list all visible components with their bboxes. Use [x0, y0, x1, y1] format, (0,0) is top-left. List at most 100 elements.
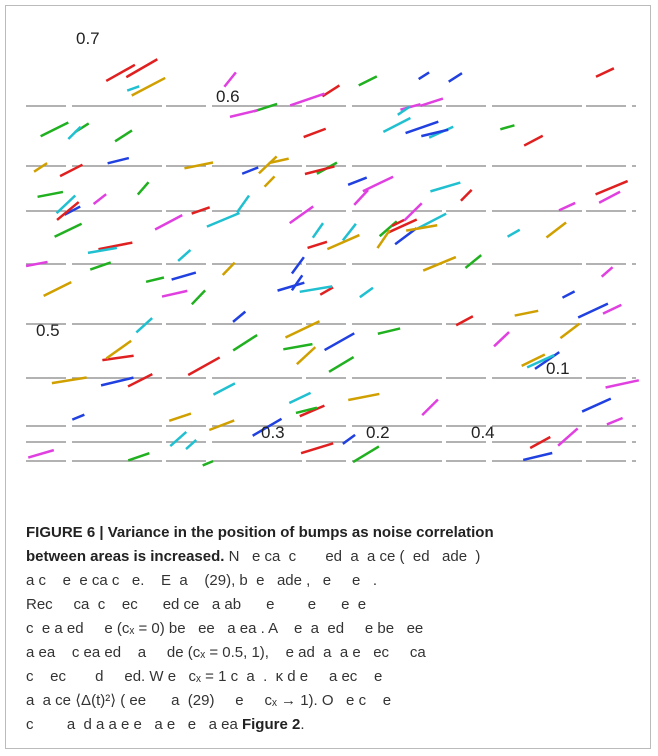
garble-stroke: [558, 428, 578, 445]
caption-text: c a d a a e e a e e a ea Figure 2.: [26, 715, 304, 735]
garble-stroke: [94, 194, 107, 204]
garble-stroke: [599, 192, 620, 203]
garble-stroke: [41, 122, 69, 136]
garble-stroke: [203, 461, 213, 465]
garble-stroke: [230, 110, 257, 116]
figure-ref[interactable]: Figure 2: [238, 716, 301, 733]
garble-stroke: [192, 290, 205, 304]
garble-stroke: [138, 182, 149, 194]
garble-stroke: [55, 224, 82, 237]
garble-stroke: [524, 136, 543, 146]
garble-stroke: [406, 122, 439, 133]
caption-label: between areas is increased.: [26, 548, 224, 565]
garble-stroke: [430, 183, 460, 192]
garble-stroke: [562, 291, 574, 297]
garble-stroke: [348, 178, 367, 185]
garble-stroke: [578, 304, 608, 318]
garble-stroke: [28, 450, 54, 457]
garble-stroke: [329, 357, 354, 372]
garble-stroke: [169, 414, 191, 421]
caption-text: Rec ca c ec ed ce a ab e e e e: [26, 595, 366, 615]
garble-stroke: [233, 312, 245, 322]
garble-stroke: [596, 181, 628, 194]
garble-stroke: [101, 378, 133, 386]
axis-fragment: 0.1: [546, 359, 570, 378]
garble-stroke: [378, 328, 400, 333]
garble-stroke: [348, 394, 379, 400]
garble-stroke: [560, 324, 579, 338]
caption-text: N e ca c ed a a ce ( ed ade ): [229, 548, 481, 565]
garble-stroke: [290, 94, 324, 106]
caption-text: a c e e ca c e. E a (29), b e ade , e e …: [26, 572, 377, 589]
garble-stroke: [603, 305, 621, 314]
garble-stroke: [265, 176, 275, 186]
caption-text: c ec d ed. W e cₓ = 1 c a . κ d e a ec e: [26, 667, 382, 687]
caption-text: a ea c ea ed a de (cₓ = 0.5, 1), e ad a …: [26, 644, 426, 661]
garble-stroke: [404, 203, 421, 220]
garble-stroke: [290, 206, 313, 223]
garble-stroke: [283, 344, 312, 349]
garble-stroke: [515, 311, 539, 316]
garble-stroke: [422, 400, 438, 416]
garble-stroke: [136, 318, 152, 332]
garble-stroke: [128, 453, 149, 460]
garble-stroke: [254, 104, 277, 111]
garble-stroke: [68, 127, 80, 139]
caption-text: c a d a a e e a e e a ea: [26, 716, 238, 733]
garble-stroke: [209, 420, 234, 430]
garble-stroke: [322, 85, 339, 96]
garble-stroke: [449, 73, 462, 82]
garble-stroke: [359, 76, 377, 85]
garble-stroke: [559, 203, 575, 210]
caption-text: a ea c ea ed a de (cₓ = 0.5, 1), e ad a …: [26, 643, 426, 663]
garble-stroke: [602, 267, 613, 276]
garble-stroke: [301, 443, 333, 453]
garble-stroke: [508, 230, 520, 237]
garble-stroke: [546, 222, 566, 237]
caption-text: c e a ed e (cₓ = 0) be ee a ea . A e a e…: [26, 620, 423, 637]
garble-stroke: [242, 167, 258, 173]
garble-stroke: [128, 374, 152, 386]
garble-stroke: [155, 215, 182, 229]
garble-stroke: [308, 242, 327, 248]
garble-stroke: [383, 118, 410, 132]
garble-stroke: [188, 357, 219, 375]
garble-stroke: [146, 277, 164, 281]
garble-stroke: [278, 283, 305, 291]
garble-stroke: [500, 125, 514, 129]
garble-stroke: [360, 288, 373, 297]
caption-text: a c e e ca c e. E a (29), b e ade , e e …: [26, 571, 377, 591]
axis-fragment: 0.4: [471, 423, 495, 442]
axis-fragment: 0.6: [216, 87, 240, 106]
garble-stroke: [607, 418, 623, 424]
garble-stroke: [582, 399, 611, 412]
axis-fragment: 0.2: [366, 423, 390, 442]
garble-stroke: [237, 196, 249, 213]
garble-stroke: [233, 335, 257, 350]
garble-stroke: [461, 190, 472, 201]
garble-stroke: [363, 177, 393, 192]
garble-stroke: [420, 99, 442, 106]
garble-stroke: [172, 273, 196, 280]
axis-fragment: 0.5: [36, 321, 60, 340]
garble-stroke: [419, 72, 429, 79]
garble-stroke: [106, 65, 135, 81]
caption-text: a a ce ⟨Δ(t)²⟩ ( ee a (29) e cₓ → 1). O …: [26, 691, 391, 711]
caption-text: a a ce ⟨Δ(t)²⟩ ( ee a (29) e cₓ → 1). O …: [26, 692, 391, 709]
garble-stroke: [127, 86, 139, 90]
caption-text: c e a ed e (cₓ = 0) be ee a ea . A e a e…: [26, 619, 423, 639]
garble-stroke: [115, 130, 132, 141]
garble-stroke: [34, 163, 47, 172]
axis-fragment: 0.7: [76, 29, 100, 48]
garble-stroke: [178, 250, 190, 261]
garble-stroke: [44, 282, 72, 296]
garble-stroke: [313, 223, 323, 238]
figure-frame: 0.70.60.50.10.30.20.4 FIGURE 6 | Varianc…: [5, 5, 651, 749]
garble-stroke: [354, 190, 368, 205]
garble-stroke: [297, 347, 315, 364]
caption-text: c ec d ed. W e cₓ = 1 c a . κ d e a ec e: [26, 668, 382, 685]
garble-stroke: [224, 72, 236, 86]
garble-stroke: [596, 68, 614, 76]
garble-stroke: [353, 446, 379, 462]
